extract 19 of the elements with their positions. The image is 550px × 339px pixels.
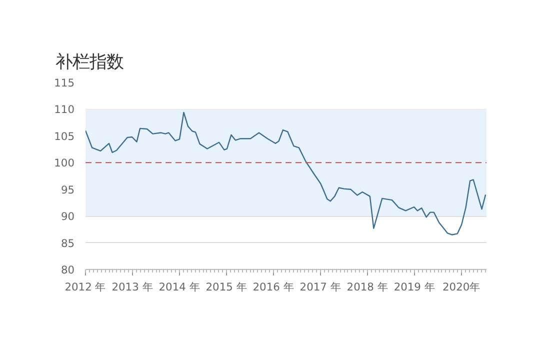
- y-tick-label: 90: [60, 210, 75, 224]
- y-tick-label: 105: [54, 130, 75, 143]
- y-tick-label: 110: [54, 103, 75, 116]
- x-tick-label: 2019 年: [394, 280, 436, 294]
- x-tick-label: 2013 年: [112, 280, 154, 294]
- y-tick-label: 95: [60, 183, 75, 196]
- y-tick-label: 85: [60, 236, 75, 250]
- x-tick-label: 2015 年: [206, 280, 248, 294]
- y-tick-label: 115: [54, 76, 75, 90]
- y-tick-label: 100: [54, 156, 75, 170]
- x-tick-label: 2020年: [442, 280, 481, 294]
- y-tick-label: 80: [60, 264, 75, 276]
- x-tick-label: 2012 年: [64, 280, 106, 294]
- x-tick-label: 2017 年: [300, 280, 342, 294]
- line-series: [86, 112, 486, 236]
- x-tick-label: 2018 年: [346, 280, 388, 294]
- x-tick-label: 2014 年: [158, 280, 200, 294]
- chart-title: 补栏指数: [56, 52, 124, 72]
- x-tick-label: 2016 年: [252, 280, 294, 294]
